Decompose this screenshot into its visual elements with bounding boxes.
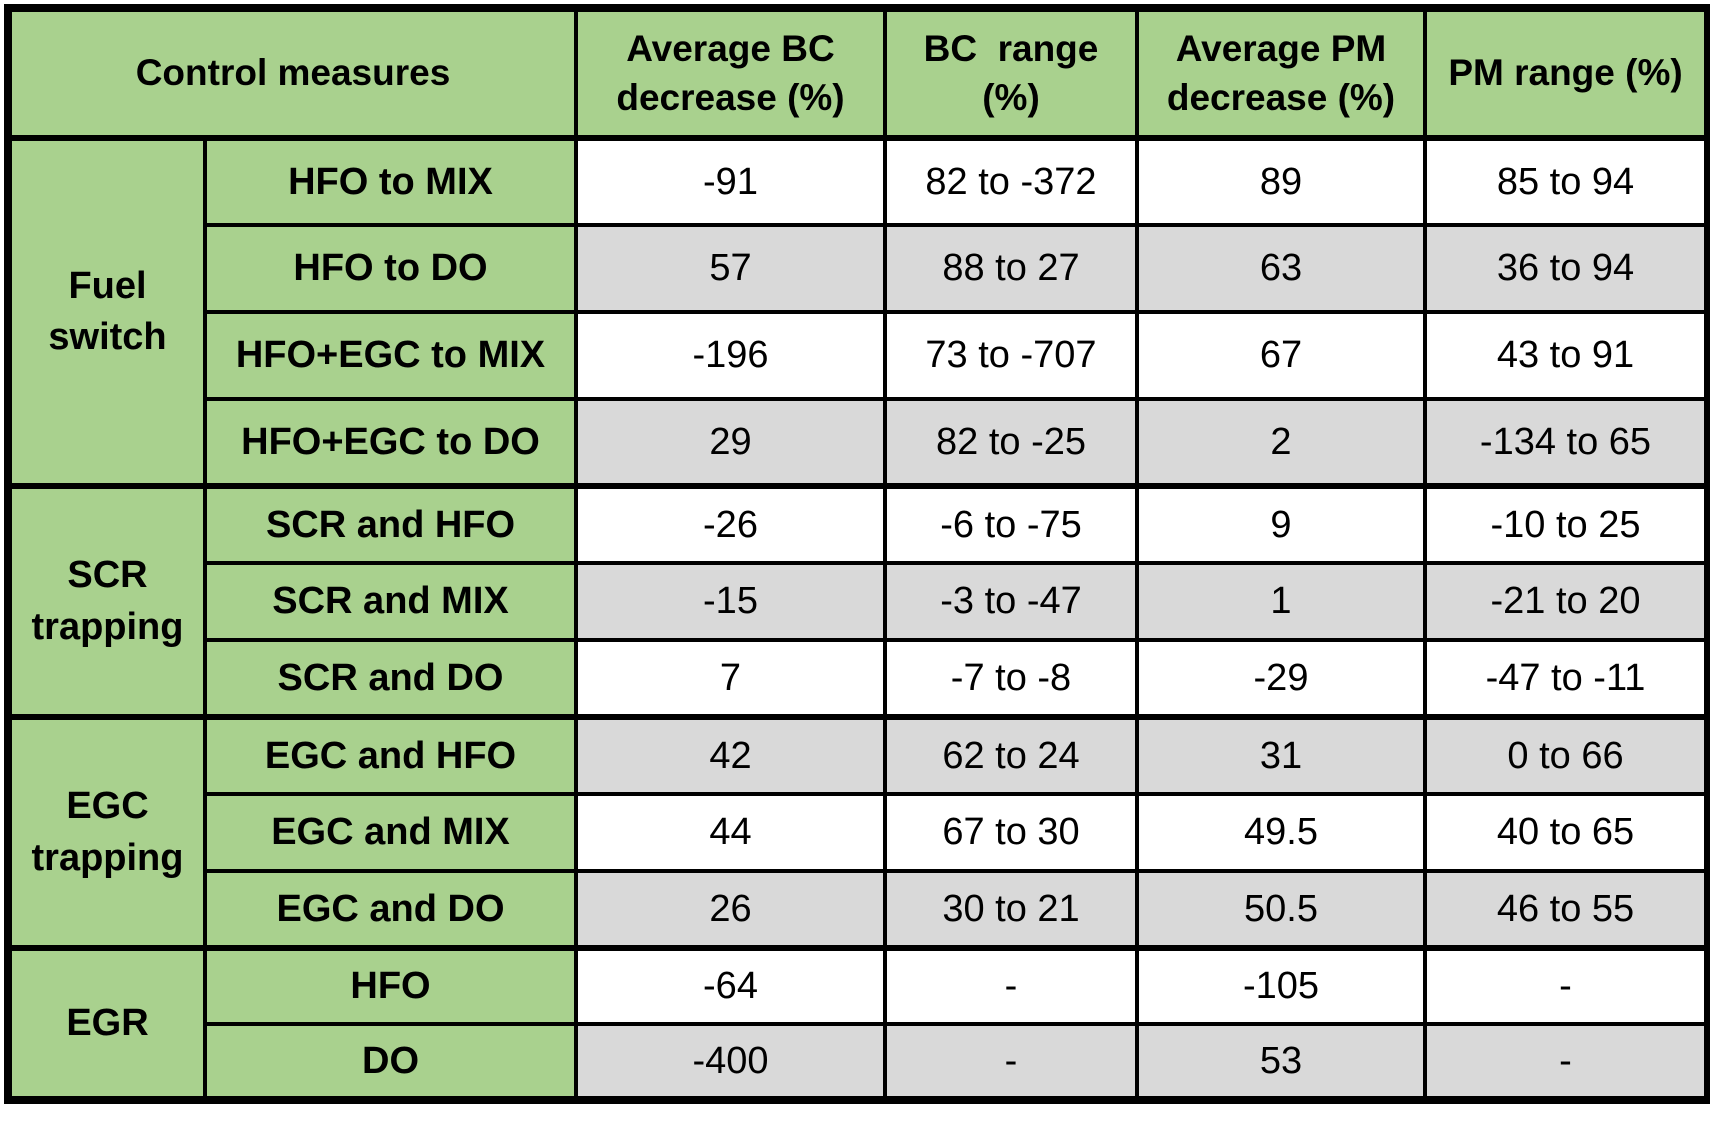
measure-label: EGC and HFO bbox=[203, 714, 578, 796]
pm-range-value: 36 to 94 bbox=[1423, 223, 1710, 314]
measure-label: HFO bbox=[203, 945, 578, 1026]
bc-range-value: -6 to -75 bbox=[883, 483, 1139, 565]
table-row: HFO to DO 57 88 to 27 63 36 to 94 bbox=[8, 223, 1710, 314]
pm-range-value: - bbox=[1423, 945, 1710, 1026]
table-row: SCR trapping SCR and HFO -26 -6 to -75 9 -10 … bbox=[6, 483, 1710, 719]
table-row: HFO+EGC to MIX -196 73 to -707 67 43 to 91 bbox=[8, 310, 1710, 401]
avg-bc-value: 7 bbox=[574, 638, 887, 719]
avg-pm-value: 89 bbox=[1135, 135, 1427, 227]
bc-range-value: 82 to -372 bbox=[883, 135, 1139, 227]
header-pm-range: PM range (%) bbox=[1423, 6, 1710, 141]
group-label: Fuel switch bbox=[6, 135, 207, 488]
pm-range-value: -134 to 65 bbox=[1423, 397, 1710, 488]
pm-range-value: 40 to 65 bbox=[1423, 792, 1710, 873]
pm-range-value: 85 to 94 bbox=[1423, 135, 1710, 227]
bc-range-value: 88 to 27 bbox=[883, 223, 1139, 314]
avg-bc-value: -196 bbox=[574, 310, 887, 401]
avg-bc-value: -15 bbox=[574, 561, 887, 642]
avg-pm-value: 49.5 bbox=[1135, 792, 1427, 873]
measure-label: HFO+EGC to DO bbox=[203, 397, 578, 488]
bc-range-value: 82 to -25 bbox=[883, 397, 1139, 488]
measure-label: HFO+EGC to MIX bbox=[203, 310, 578, 401]
avg-bc-value: 44 bbox=[574, 792, 887, 873]
pm-range-value: 0 to 66 bbox=[1423, 714, 1710, 796]
control-measures-table: Control measures Average BC decrease (%)… bbox=[4, 4, 1710, 1104]
avg-bc-value: 29 bbox=[574, 397, 887, 488]
avg-bc-value: -26 bbox=[574, 483, 887, 565]
avg-pm-value: 50.5 bbox=[1135, 869, 1427, 950]
bc-range-value: - bbox=[883, 945, 1139, 1026]
header-average-bc-decrease: Average BC decrease (%) bbox=[574, 6, 887, 141]
avg-bc-value: -400 bbox=[574, 1022, 887, 1102]
bc-range-value: -7 to -8 bbox=[883, 638, 1139, 719]
table-row: HFO+EGC to DO 29 82 to -25 2 -134 to 65 bbox=[8, 397, 1710, 488]
group-label: EGR bbox=[6, 945, 207, 1102]
avg-pm-value: -29 bbox=[1135, 638, 1427, 719]
bc-range-value: 62 to 24 bbox=[883, 714, 1139, 796]
bc-range-value: 73 to -707 bbox=[883, 310, 1139, 401]
avg-pm-value: 67 bbox=[1135, 310, 1427, 401]
pm-range-value: 43 to 91 bbox=[1423, 310, 1710, 401]
measure-label: DO bbox=[203, 1022, 578, 1102]
bc-range-value: -3 to -47 bbox=[883, 561, 1139, 642]
table-row: EGC trapping EGC and HFO 42 62 to 24 31 0 to … bbox=[6, 714, 1710, 950]
header-row: Control measures Average BC decrease (%)… bbox=[6, 6, 1710, 141]
avg-bc-value: -64 bbox=[574, 945, 887, 1026]
measure-label: SCR and DO bbox=[203, 638, 578, 719]
header-control-measures: Control measures bbox=[6, 6, 578, 141]
pm-range-value: -47 to -11 bbox=[1423, 638, 1710, 719]
pm-range-value: -10 to 25 bbox=[1423, 483, 1710, 565]
bc-range-value: 30 to 21 bbox=[883, 869, 1139, 950]
avg-pm-value: 1 bbox=[1135, 561, 1427, 642]
avg-pm-value: 63 bbox=[1135, 223, 1427, 314]
avg-bc-value: 42 bbox=[574, 714, 887, 796]
measure-label: SCR and HFO bbox=[203, 483, 578, 565]
measure-label: SCR and MIX bbox=[203, 561, 578, 642]
pm-range-value: -21 to 20 bbox=[1423, 561, 1710, 642]
measure-label: HFO to DO bbox=[203, 223, 578, 314]
table-row: SCR and MIX -15 -3 to -47 1 -21 to 20 bbox=[8, 561, 1710, 642]
pm-range-value: 46 to 55 bbox=[1423, 869, 1710, 950]
group-label: SCR trapping bbox=[6, 483, 207, 719]
table-row: SCR and DO 7 -7 to -8 -29 -47 to -11 bbox=[8, 638, 1710, 719]
table-row: DO -400-53- bbox=[8, 1022, 1710, 1102]
avg-bc-value: 26 bbox=[574, 869, 887, 950]
measure-label: EGC and MIX bbox=[203, 792, 578, 873]
measure-label: EGC and DO bbox=[203, 869, 578, 950]
table-row: EGC and MIX 44 67 to 30 49.5 40 to 65 bbox=[8, 792, 1710, 873]
avg-pm-value: 53 bbox=[1135, 1022, 1427, 1102]
avg-pm-value: 9 bbox=[1135, 483, 1427, 565]
avg-bc-value: -91 bbox=[574, 135, 887, 227]
header-bc-range: BC range (%) bbox=[883, 6, 1139, 141]
measure-label: HFO to MIX bbox=[203, 135, 578, 227]
avg-pm-value: 31 bbox=[1135, 714, 1427, 796]
header-average-pm-decrease: Average PM decrease (%) bbox=[1135, 6, 1427, 141]
group-label: EGC trapping bbox=[6, 714, 207, 950]
bc-range-value: 67 to 30 bbox=[883, 792, 1139, 873]
avg-bc-value: 57 bbox=[574, 223, 887, 314]
avg-pm-value: -105 bbox=[1135, 945, 1427, 1026]
avg-pm-value: 2 bbox=[1135, 397, 1427, 488]
bc-range-value: - bbox=[883, 1022, 1139, 1102]
table-row: EGC and DO 26 30 to 21 50.5 46 to 55 bbox=[8, 869, 1710, 950]
table-row: Fuel switch HFO to MIX -91 82 to -372 89 85 t… bbox=[6, 135, 1710, 488]
table-row: EGR HFO -64- -105- bbox=[6, 945, 1710, 1102]
pm-range-value: - bbox=[1423, 1022, 1710, 1102]
